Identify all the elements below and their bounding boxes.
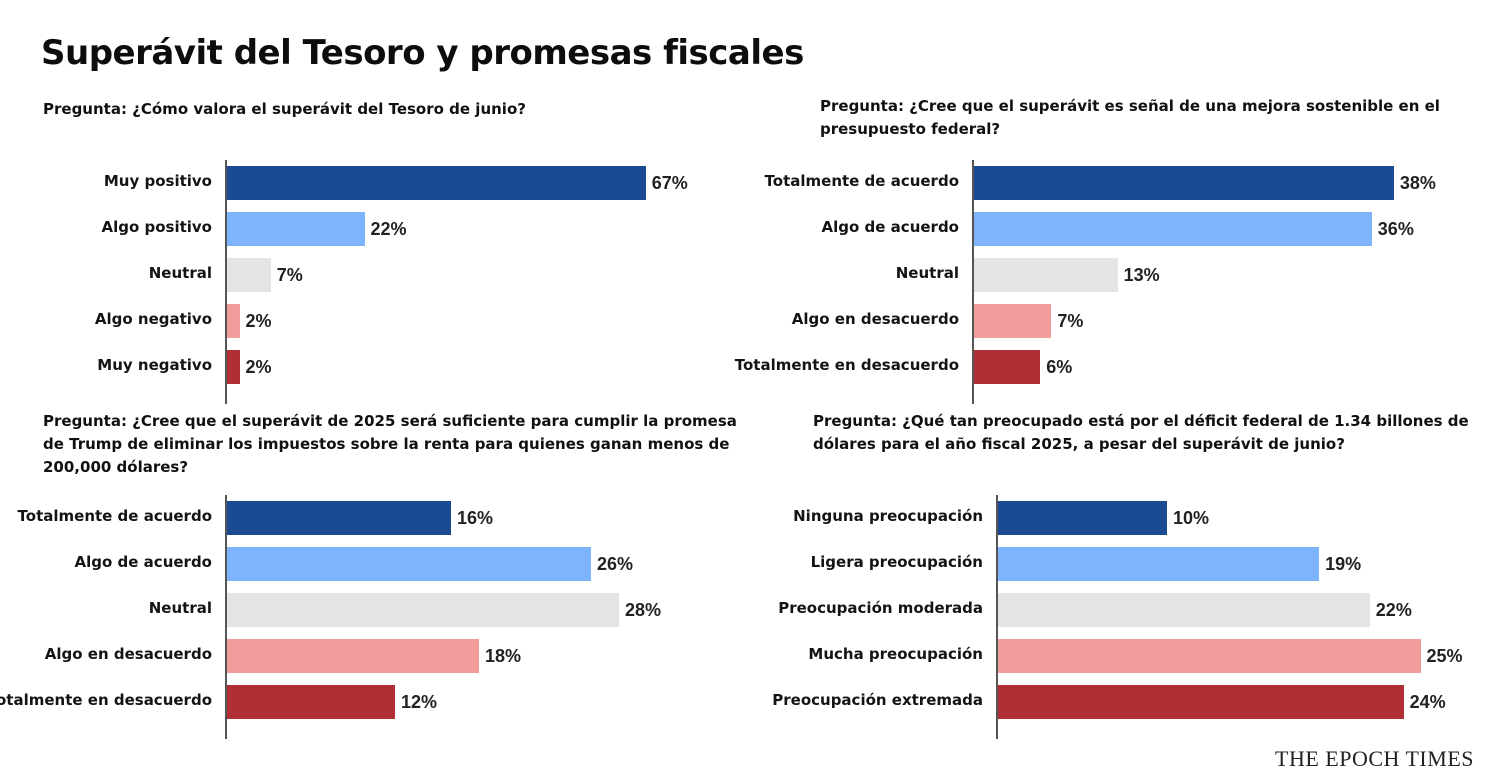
category-label: Muy positivo	[103, 172, 212, 190]
value-label: 28%	[625, 600, 662, 620]
bar	[974, 166, 1394, 200]
bar	[227, 304, 240, 338]
value-label: 6%	[1046, 357, 1073, 377]
y-axis-line	[972, 160, 974, 404]
chart-panel-1: Muy positivo 67% Algo positivo 22% Neutral 7%…	[0, 160, 740, 404]
category-label: Algo en desacuerdo	[44, 645, 212, 663]
category-label: Neutral	[148, 599, 212, 617]
bar	[998, 501, 1167, 535]
value-label: 25%	[1426, 646, 1463, 666]
bar	[227, 212, 365, 246]
category-label: Neutral	[895, 264, 959, 282]
question-4: Pregunta: ¿Qué tan preocupado está por e…	[813, 412, 1469, 453]
category-label: Algo de acuerdo	[821, 218, 959, 236]
category-label: Preocupación moderada	[778, 599, 983, 617]
bar	[998, 685, 1404, 719]
chart-panel-4: Ninguna preocupación 10% Ligera preocupaci…	[740, 495, 1500, 739]
bar	[998, 593, 1370, 627]
category-label: Totalmente de acuerdo	[764, 172, 959, 190]
value-label: 22%	[370, 219, 407, 239]
brand-logo: THE EPOCH TIMES	[1275, 746, 1474, 771]
question-1: Pregunta: ¿Cómo valora el superávit del …	[43, 100, 526, 118]
value-label: 26%	[597, 554, 634, 574]
value-label: 7%	[1057, 311, 1084, 331]
category-label: Algo negativo	[94, 310, 212, 328]
value-label: 13%	[1123, 265, 1160, 285]
bar	[998, 639, 1421, 673]
category-label: Ninguna preocupación	[793, 507, 983, 525]
value-label: 16%	[457, 508, 494, 528]
bar	[227, 258, 271, 292]
category-label: Algo en desacuerdo	[791, 310, 959, 328]
bar	[974, 258, 1118, 292]
value-label: 18%	[485, 646, 522, 666]
category-label: Algo positivo	[101, 218, 212, 236]
category-label: Totalmente en desacuerdo	[0, 691, 212, 709]
category-label: Algo de acuerdo	[74, 553, 212, 571]
category-label: Preocupación extremada	[772, 691, 983, 709]
bar	[227, 501, 451, 535]
bar	[998, 547, 1320, 581]
bar	[227, 639, 479, 673]
bar	[974, 350, 1041, 384]
category-label: Muy negativo	[97, 356, 212, 374]
value-label: 38%	[1399, 173, 1436, 193]
value-label: 12%	[401, 692, 438, 712]
value-label: 67%	[651, 173, 688, 193]
value-label: 7%	[276, 265, 303, 285]
value-label: 24%	[1409, 692, 1446, 712]
category-label: Mucha preocupación	[808, 645, 983, 663]
bar	[974, 212, 1372, 246]
value-label: 19%	[1325, 554, 1362, 574]
bar	[227, 166, 646, 200]
category-label: Ligera preocupación	[810, 553, 983, 571]
question-3: Pregunta: ¿Cree que el superávit de 2025…	[43, 412, 737, 476]
y-axis-line	[225, 160, 227, 404]
chart-panel-3: Totalmente de acuerdo 16% Algo de acuerdo 2…	[0, 495, 740, 739]
bar	[227, 685, 395, 719]
chart-title: Superávit del Tesoro y promesas fiscales	[41, 33, 804, 73]
question-2: Pregunta: ¿Cree que el superávit es seña…	[820, 97, 1440, 138]
category-label: Totalmente de acuerdo	[17, 507, 212, 525]
category-label: Totalmente en desacuerdo	[734, 356, 959, 374]
bar	[227, 547, 591, 581]
value-label: 36%	[1377, 219, 1414, 239]
value-label: 10%	[1173, 508, 1210, 528]
y-axis-line	[996, 495, 998, 739]
value-label: 2%	[245, 311, 272, 331]
bar	[227, 350, 240, 384]
y-axis-line	[225, 495, 227, 739]
value-label: 22%	[1375, 600, 1412, 620]
chart-panel-2: Totalmente de acuerdo 38% Algo de acuerdo 3…	[700, 160, 1500, 404]
bar	[227, 593, 619, 627]
bar	[974, 304, 1052, 338]
category-label: Neutral	[148, 264, 212, 282]
value-label: 2%	[245, 357, 272, 377]
